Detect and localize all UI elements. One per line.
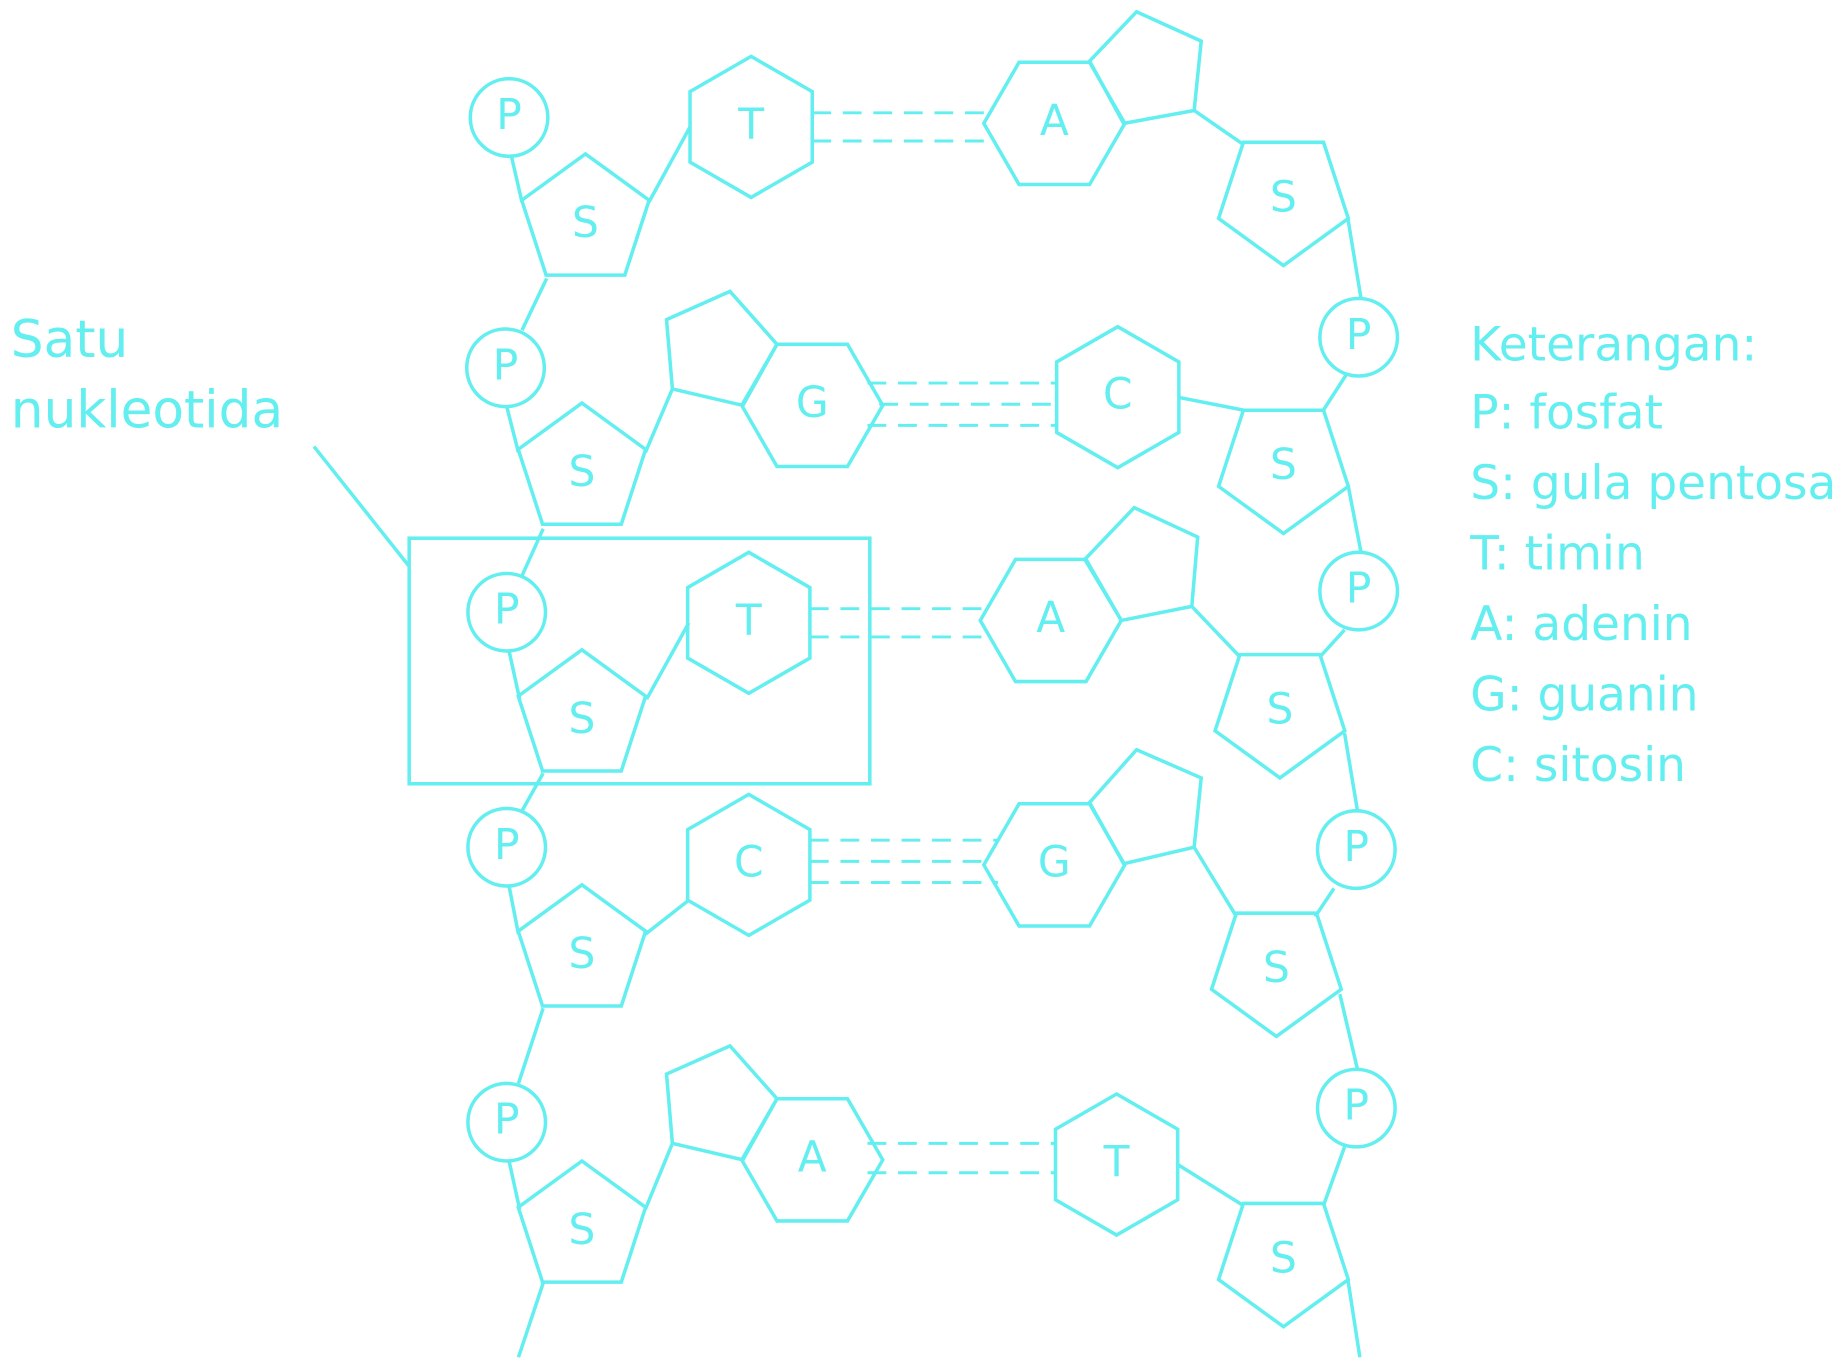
- right-sugar-label: S: [1270, 1233, 1297, 1282]
- phosphate: [468, 76, 550, 159]
- callout: Satu nukleotida: [11, 310, 872, 786]
- sugar: [1216, 408, 1351, 536]
- right-base-label: C: [1103, 370, 1133, 419]
- phosphate: [1315, 1067, 1397, 1149]
- sugar: [519, 151, 652, 277]
- left-phosphate-label: P: [493, 340, 519, 389]
- base: [739, 1096, 885, 1223]
- legend-item: P: fosfat: [1470, 385, 1663, 440]
- left-phosphate-label: P: [494, 1095, 520, 1144]
- phosphate: [1318, 550, 1400, 632]
- purine-ring: [1087, 747, 1204, 866]
- purine-ring: [664, 289, 780, 408]
- left-base-label: G: [796, 378, 829, 427]
- left-sugar-label: S: [572, 198, 599, 247]
- right-sugar-label: S: [1270, 172, 1297, 221]
- callout-pointer: [312, 445, 411, 568]
- sugar: [516, 400, 648, 526]
- right-base-label: G: [1038, 837, 1071, 886]
- base: [981, 802, 1127, 928]
- phosphate: [1315, 809, 1397, 891]
- legend-item: A: adenin: [1470, 597, 1692, 652]
- left-sugar-label: S: [568, 1205, 595, 1254]
- right-phosphate-label: P: [1344, 822, 1370, 871]
- base: [685, 792, 812, 938]
- right-phosphate-label: P: [1346, 310, 1372, 359]
- base: [1053, 1091, 1180, 1238]
- right-base-label: A: [1040, 96, 1069, 145]
- sugar: [516, 647, 648, 773]
- left-sugar-label: S: [568, 447, 595, 496]
- right-phosphate-label: P: [1346, 564, 1372, 613]
- legend: Keterangan: P: fosfat S: gula pentosa T:…: [1469, 317, 1836, 793]
- base: [688, 54, 815, 200]
- right-base-label: T: [1103, 1137, 1130, 1186]
- phosphate: [466, 1081, 548, 1163]
- right-phosphate-label: P: [1344, 1081, 1370, 1130]
- base: [739, 342, 885, 469]
- right-sugar-label: S: [1263, 943, 1290, 992]
- backbone-links: [505, 109, 1363, 1358]
- base: [981, 60, 1127, 187]
- left-base-label: T: [737, 99, 764, 148]
- sugar: [1212, 652, 1347, 781]
- right-base-label: A: [1036, 593, 1065, 642]
- purine-rings: [664, 9, 1204, 1162]
- right-sugar-label: S: [1267, 685, 1294, 734]
- sugar: [1209, 911, 1344, 1039]
- purine-ring: [1087, 9, 1204, 126]
- callout-text: Satu: [11, 310, 129, 370]
- left-base-label: T: [735, 595, 762, 644]
- left-sugar-label: S: [568, 694, 595, 743]
- base: [1054, 324, 1181, 470]
- right-sugar-label: S: [1270, 440, 1297, 489]
- sugar: [516, 1158, 648, 1284]
- legend-item: G: guanin: [1470, 668, 1698, 723]
- hydrogen-bonds: [809, 111, 1057, 1175]
- left-phosphate-label: P: [494, 585, 520, 634]
- callout-box: [407, 536, 872, 786]
- legend-title: Keterangan:: [1470, 317, 1757, 372]
- left-phosphate-label: P: [496, 90, 522, 139]
- base: [685, 550, 812, 696]
- legend-item: T: timin: [1469, 527, 1644, 582]
- left-base-label: C: [734, 837, 764, 886]
- left-phosphate-label: P: [494, 820, 520, 869]
- phosphate: [466, 571, 548, 653]
- phosphate: [1318, 296, 1400, 378]
- left-sugar-label: S: [568, 929, 595, 978]
- phosphate: [464, 327, 547, 409]
- purine-ring: [664, 1043, 780, 1162]
- sugar: [1216, 1201, 1351, 1329]
- phosphate: [466, 806, 548, 888]
- sugar: [516, 882, 648, 1008]
- backbone: [505, 109, 1363, 1358]
- legend-item: S: gula pentosa: [1470, 456, 1836, 511]
- legend-item: C: sitosin: [1470, 738, 1686, 793]
- callout-text: nukleotida: [11, 381, 283, 441]
- base: [978, 557, 1124, 684]
- sugar: [1216, 140, 1351, 268]
- left-base-label: A: [798, 1132, 827, 1181]
- purine-ring: [1082, 505, 1200, 623]
